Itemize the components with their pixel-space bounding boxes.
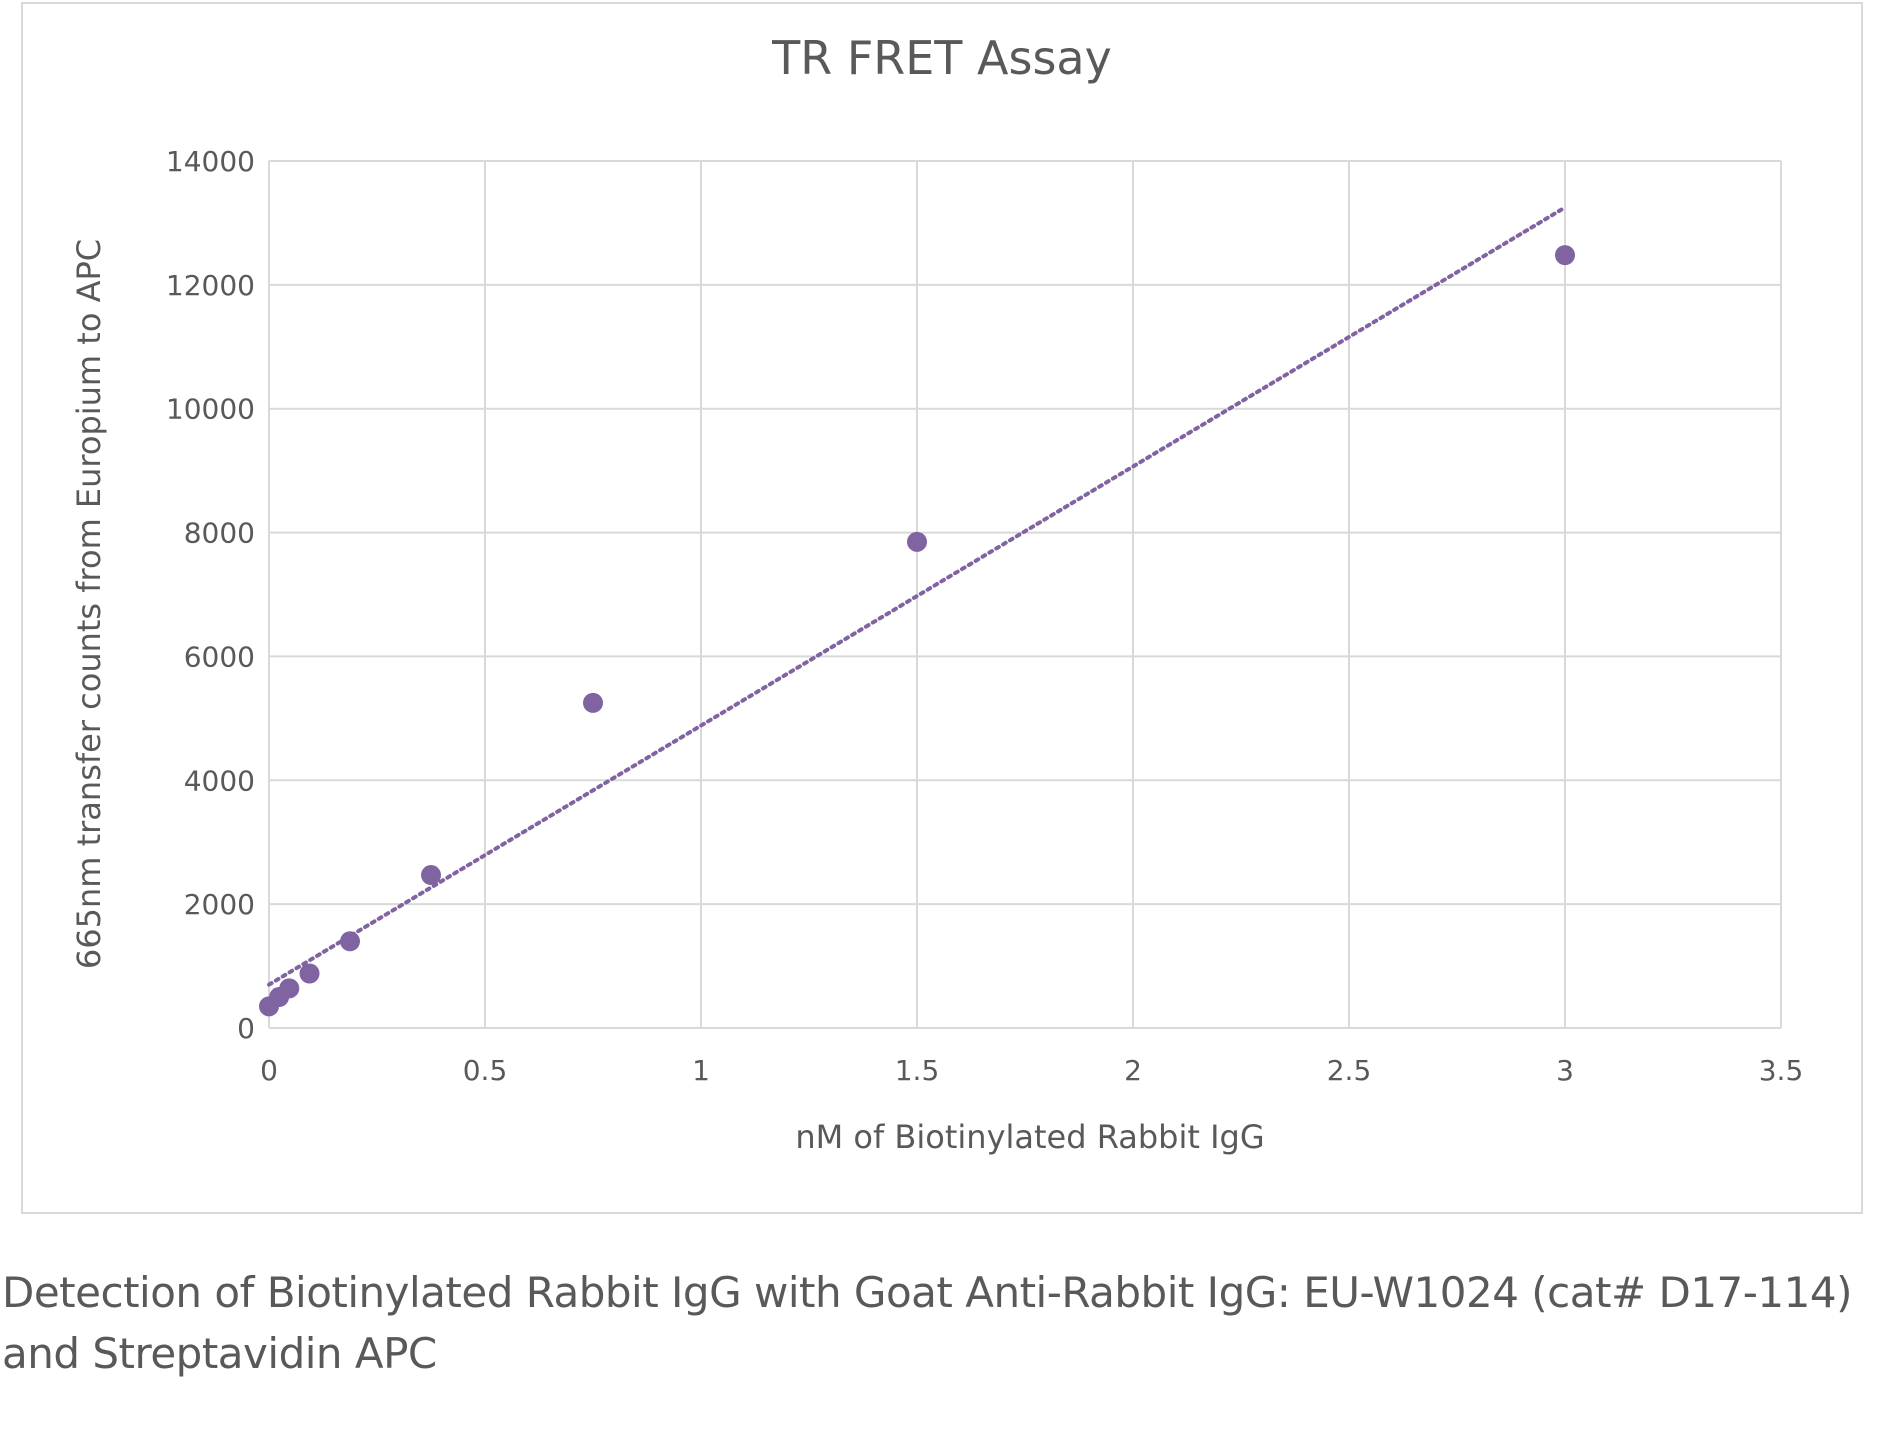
x-axis-title: nM of Biotinylated Rabbit IgG (795, 1118, 1264, 1156)
data-point (421, 865, 441, 886)
y-tick-label: 6000 (184, 640, 255, 673)
data-point (907, 531, 927, 552)
x-tick-label: 0 (260, 1054, 278, 1087)
y-axis-title: 665nm transfer counts from Europium to A… (70, 239, 108, 969)
scatter-chart: 0 2000 4000 6000 8000 10000 12000 14000 0 0.5 1 1.… (70, 31, 1803, 1156)
y-tick-label: 14000 (166, 145, 255, 178)
gridlines (268, 160, 1782, 1029)
y-tick-label: 2000 (184, 888, 255, 921)
caption-line-1: Detection of Biotinylated Rabbit IgG wit… (2, 1268, 1853, 1317)
x-tick-label: 1.5 (895, 1054, 940, 1087)
chart-title: TR FRET Assay (771, 31, 1112, 85)
caption-line-2: and Streptavidin APC (2, 1329, 437, 1378)
x-tick-label: 3.5 (1759, 1054, 1804, 1087)
y-tick-label: 10000 (166, 393, 255, 426)
trendline (267, 205, 1567, 987)
y-tick-label: 8000 (184, 517, 255, 550)
x-tick-label: 2.5 (1327, 1054, 1372, 1087)
y-tick-label: 0 (237, 1012, 255, 1045)
x-tick-label: 1 (692, 1054, 710, 1087)
data-points (259, 245, 1575, 1017)
y-tick-labels: 0 2000 4000 6000 8000 10000 12000 14000 (166, 145, 255, 1045)
data-point (340, 931, 360, 952)
x-tick-label: 0.5 (463, 1054, 508, 1087)
trendline-layer (267, 205, 1567, 987)
x-tick-labels: 0 0.5 1 1.5 2 2.5 3 3.5 (260, 1054, 1803, 1087)
data-point (299, 963, 320, 984)
y-tick-label: 4000 (184, 764, 255, 797)
data-point (583, 692, 603, 713)
chart-frame: 0 2000 4000 6000 8000 10000 12000 14000 0 0.5 1 1.… (21, 2, 1863, 1214)
data-point (1555, 245, 1575, 266)
data-point (279, 978, 300, 999)
y-tick-label: 12000 (166, 269, 255, 302)
x-tick-label: 3 (1556, 1054, 1574, 1087)
figure-caption: Detection of Biotinylated Rabbit IgG wit… (2, 1262, 1897, 1384)
x-tick-label: 2 (1124, 1054, 1142, 1087)
